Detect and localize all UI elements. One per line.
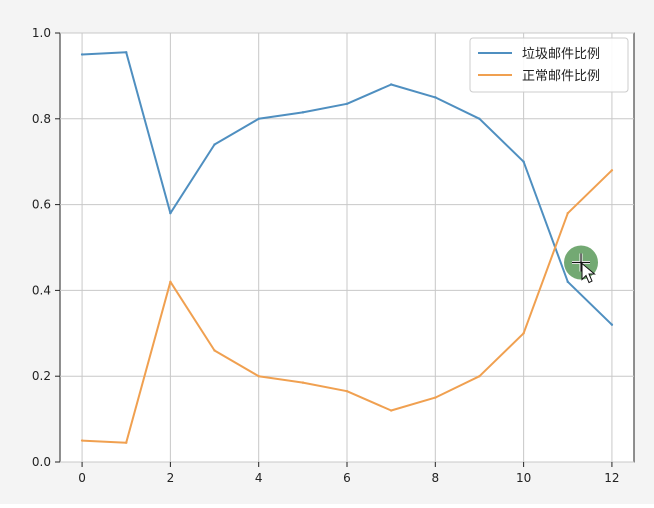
data-point [478, 117, 481, 121]
data-point [522, 160, 525, 163]
x-tick-label: 6 [343, 471, 351, 485]
series-group [80, 51, 614, 444]
data-point [169, 211, 172, 215]
data-point [213, 143, 216, 146]
data-point [610, 323, 614, 326]
data-point [434, 396, 437, 399]
legend-label-normal: 正常邮件比例 [522, 69, 600, 84]
mouse-cursor [564, 245, 599, 284]
x-tick-label: 2 [167, 471, 175, 485]
data-point [125, 441, 128, 444]
y-tick-label: 0.6 [32, 198, 51, 212]
data-point [345, 102, 349, 105]
data-point [522, 332, 525, 335]
y-tick-label: 0.0 [32, 455, 51, 469]
y-axis: 0.0 0.2 0.4 0.6 0.8 1.0 [32, 26, 60, 469]
y-tick-label: 0.2 [32, 369, 51, 383]
x-tick-label: 8 [431, 471, 439, 485]
move-cursor-icon-inner [572, 253, 591, 272]
y-tick-label: 1.0 [32, 26, 51, 40]
data-point [257, 117, 260, 121]
data-point [389, 409, 393, 412]
data-point [80, 439, 84, 442]
data-point [213, 349, 216, 352]
x-tick-label: 12 [604, 471, 619, 485]
legend: 垃圾邮件比例 正常邮件比例 [469, 37, 629, 93]
data-point [80, 53, 84, 56]
legend-label-spam: 垃圾邮件比例 [522, 47, 600, 62]
data-point [610, 169, 614, 172]
data-point [478, 375, 481, 378]
y-tick-label: 0.4 [32, 283, 51, 297]
x-tick-label: 10 [516, 471, 531, 485]
x-tick-label: 0 [78, 471, 86, 485]
data-point [566, 211, 569, 215]
data-point [566, 280, 569, 284]
data-point [257, 375, 260, 378]
data-point [389, 83, 393, 86]
data-point [434, 96, 437, 99]
data-point [345, 390, 349, 393]
legend-box [469, 37, 629, 93]
x-axis: 0 2 4 6 8 10 12 [78, 462, 620, 485]
y-tick-label: 0.8 [32, 112, 51, 126]
data-point [301, 381, 305, 384]
data-point [169, 280, 172, 284]
data-point [301, 111, 305, 114]
x-tick-label: 4 [255, 471, 263, 485]
data-point [125, 51, 128, 54]
arrow-pointer-icon [581, 262, 596, 284]
